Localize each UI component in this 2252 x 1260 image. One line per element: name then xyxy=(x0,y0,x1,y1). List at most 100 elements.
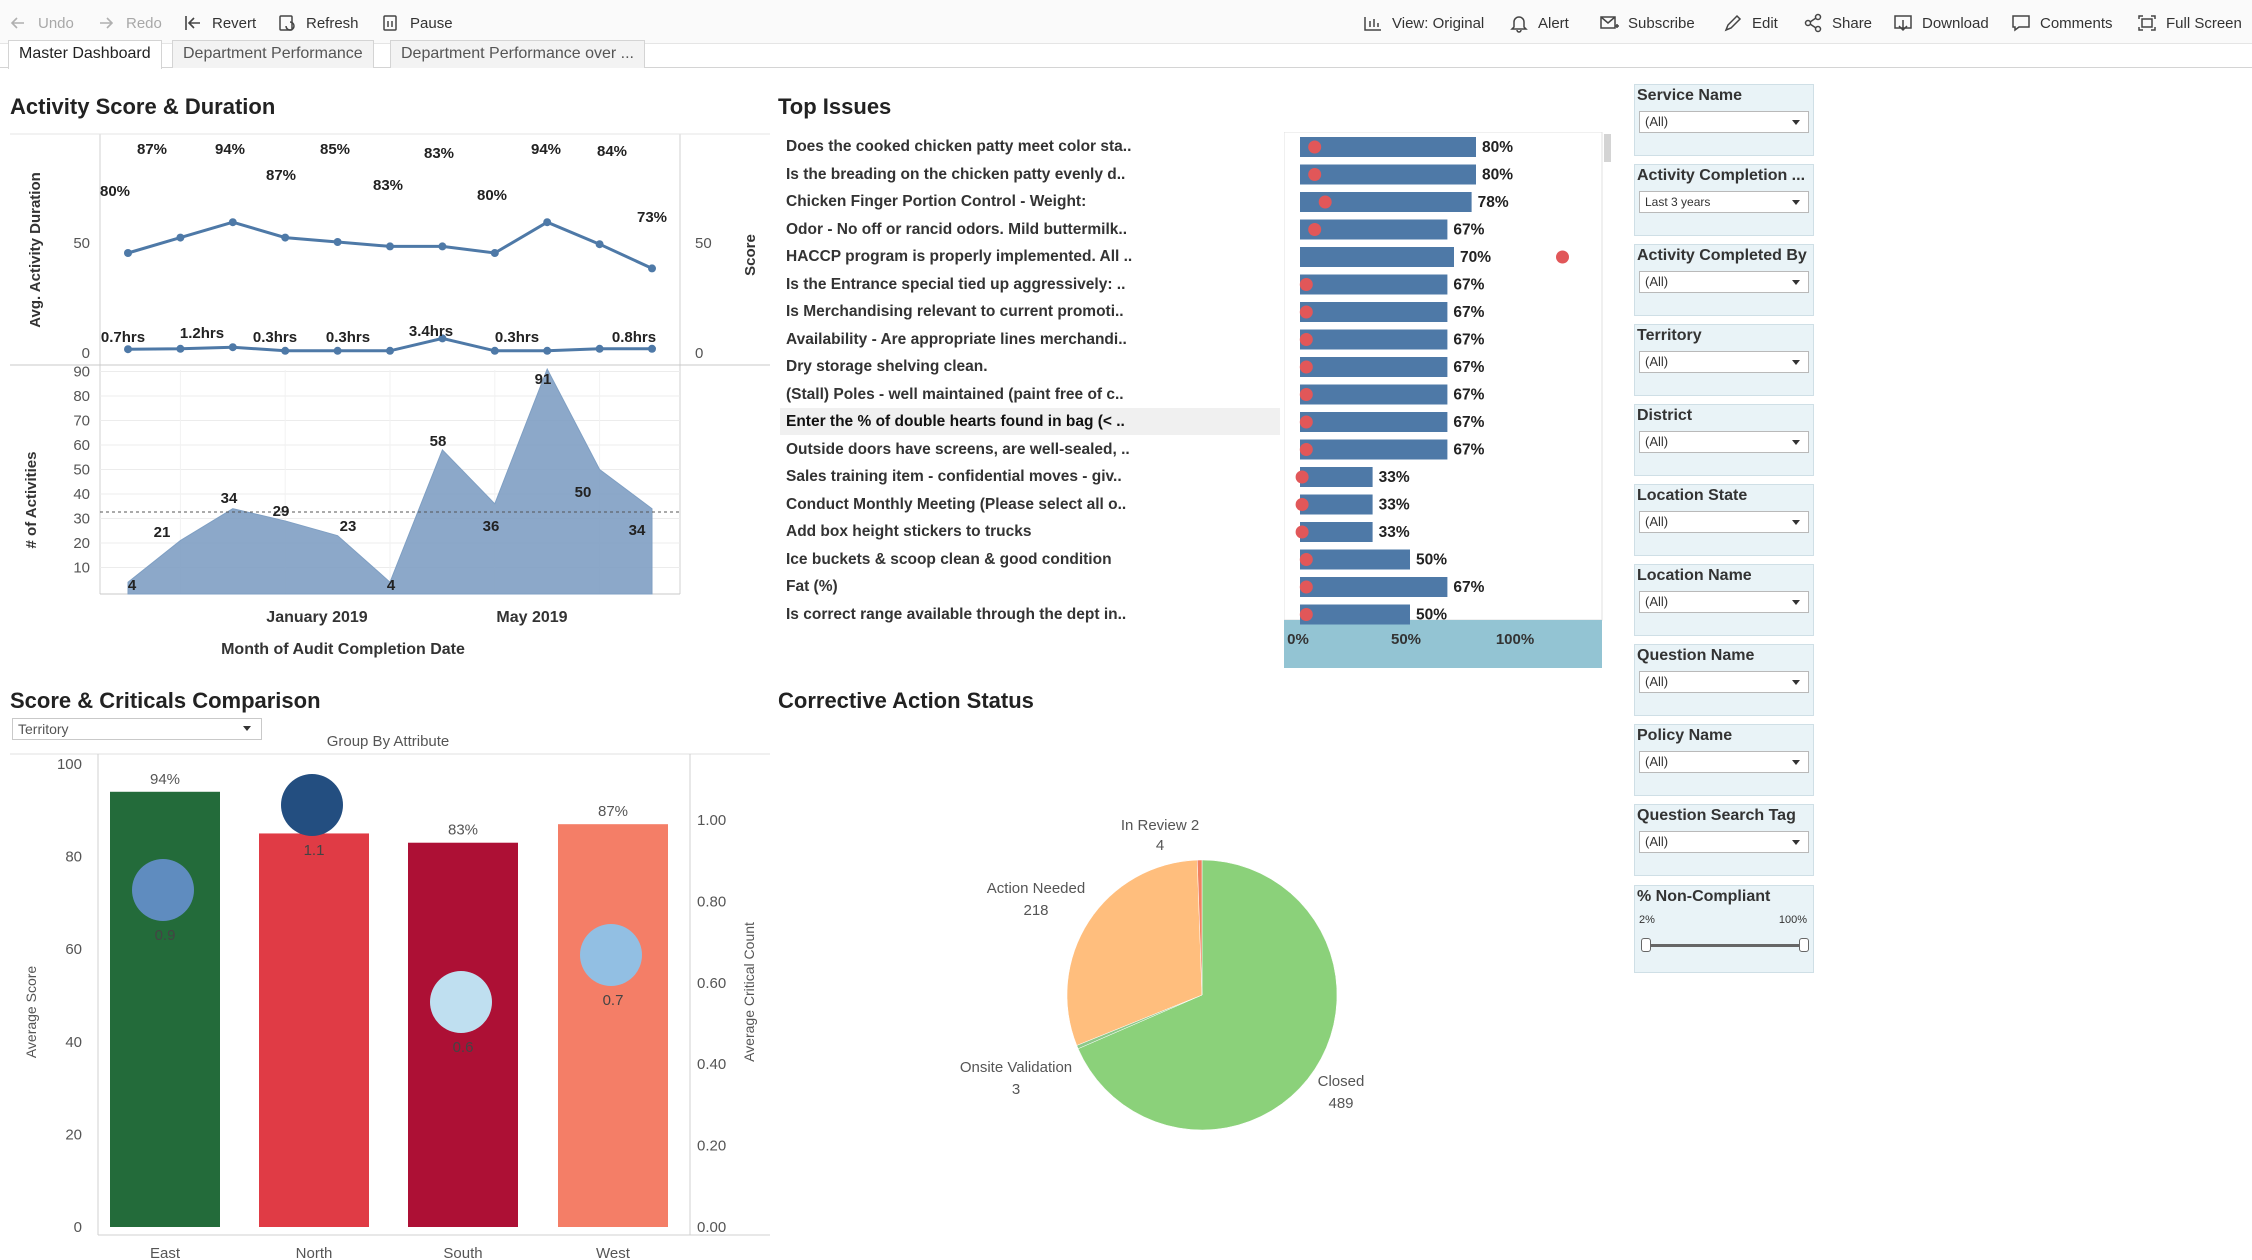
pause-button[interactable]: Pause xyxy=(380,11,453,35)
issue-label[interactable]: Sales training item - confidential moves… xyxy=(786,468,1122,485)
filter-dropdown[interactable]: (All) xyxy=(1639,591,1809,613)
issue-dot[interactable] xyxy=(1295,470,1309,484)
issue-label[interactable]: Chicken Finger Portion Control - Weight: xyxy=(786,193,1087,210)
issue-label[interactable]: Does the cooked chicken patty meet color… xyxy=(786,138,1132,155)
filter-dropdown[interactable]: (All) xyxy=(1639,271,1809,293)
critical-bubble[interactable] xyxy=(132,859,194,921)
issue-label[interactable]: Is the Entrance special tied up aggressi… xyxy=(786,275,1126,293)
issue-bar[interactable] xyxy=(1300,137,1476,157)
issue-label[interactable]: Fat (%) xyxy=(786,578,838,595)
duration-point[interactable] xyxy=(490,346,499,355)
issue-bar[interactable] xyxy=(1300,329,1448,350)
issue-dot[interactable] xyxy=(1299,360,1313,374)
issue-dot[interactable] xyxy=(1299,333,1313,346)
pie-slice[interactable] xyxy=(1077,859,1338,1131)
issue-bar[interactable] xyxy=(1300,604,1410,625)
score-bar[interactable] xyxy=(259,833,369,1227)
filter-dropdown[interactable]: (All) xyxy=(1639,351,1809,373)
refresh-button[interactable]: Refresh xyxy=(276,11,359,35)
critical-bubble[interactable] xyxy=(430,971,492,1033)
issue-dot[interactable] xyxy=(1299,608,1313,621)
issue-dot[interactable] xyxy=(1295,498,1309,511)
group-by-dropdown[interactable]: Territory xyxy=(12,718,262,740)
filter-dropdown[interactable]: (All) xyxy=(1639,111,1809,133)
download-button[interactable]: Download xyxy=(1892,11,1989,35)
filter-dropdown[interactable]: (All) xyxy=(1639,511,1809,533)
issue-dot[interactable] xyxy=(1556,250,1569,264)
fullscreen-button[interactable]: Full Screen xyxy=(2136,11,2242,35)
issue-label[interactable]: Dry storage shelving clean. xyxy=(786,358,988,375)
issue-bar[interactable] xyxy=(1300,549,1410,570)
issue-label[interactable]: Availability - Are appropriate lines mer… xyxy=(786,330,1127,348)
issue-bar[interactable] xyxy=(1300,192,1472,212)
subscribe-button[interactable]: Subscribe xyxy=(1598,11,1695,35)
issue-bar[interactable] xyxy=(1300,577,1448,597)
issue-dot[interactable] xyxy=(1318,195,1332,209)
duration-point[interactable] xyxy=(595,344,604,353)
score-point[interactable] xyxy=(543,218,552,227)
undo-button[interactable]: Undo xyxy=(8,11,74,35)
issue-dot[interactable] xyxy=(1299,443,1313,456)
issue-dot[interactable] xyxy=(1295,525,1309,539)
score-point[interactable] xyxy=(386,242,394,251)
issue-dot[interactable] xyxy=(1308,223,1322,236)
issue-label[interactable]: Enter the % of double hearts found in ba… xyxy=(780,408,1280,435)
noncompliant-max-handle[interactable] xyxy=(1799,938,1809,952)
issue-bar[interactable] xyxy=(1300,467,1373,487)
issue-dot[interactable] xyxy=(1299,580,1313,594)
duration-point[interactable] xyxy=(386,346,394,355)
issue-label[interactable]: (Stall) Poles - well maintained (paint f… xyxy=(786,385,1124,403)
score-point[interactable] xyxy=(124,249,132,257)
issue-label[interactable]: Is Merchandising relevant to current pro… xyxy=(786,303,1124,320)
view-original-button[interactable]: View: Original xyxy=(1362,11,1484,35)
issue-dot[interactable] xyxy=(1299,553,1313,566)
critical-bubble[interactable] xyxy=(281,774,343,836)
issue-label[interactable]: Odor - No off or rancid odors. Mild butt… xyxy=(786,220,1127,238)
filter-dropdown[interactable]: (All) xyxy=(1639,671,1809,693)
filter-dropdown[interactable]: Last 3 years xyxy=(1639,191,1809,213)
issue-dot[interactable] xyxy=(1299,415,1313,429)
issue-bar[interactable] xyxy=(1300,522,1373,542)
score-point[interactable] xyxy=(490,249,499,257)
score-point[interactable] xyxy=(333,238,342,246)
tab-department-performance[interactable]: Department Performance xyxy=(172,40,374,68)
filter-dropdown[interactable]: (All) xyxy=(1639,431,1809,453)
issue-dot[interactable] xyxy=(1308,140,1322,154)
issue-label[interactable]: HACCP program is properly implemented. A… xyxy=(786,248,1133,265)
issue-bar[interactable] xyxy=(1300,412,1448,432)
duration-point[interactable] xyxy=(648,344,656,353)
score-bar[interactable] xyxy=(110,791,220,1227)
duration-point[interactable] xyxy=(438,334,447,343)
score-point[interactable] xyxy=(176,233,185,242)
redo-button[interactable]: Redo xyxy=(96,11,162,35)
issue-bar[interactable] xyxy=(1300,164,1476,185)
issue-bar[interactable] xyxy=(1300,384,1448,405)
issue-bar[interactable] xyxy=(1300,219,1448,240)
issue-label[interactable]: Add box height stickers to trucks xyxy=(786,523,1032,540)
duration-point[interactable] xyxy=(228,343,237,352)
comments-button[interactable]: Comments xyxy=(2010,11,2113,35)
edit-button[interactable]: Edit xyxy=(1722,11,1778,35)
score-point[interactable] xyxy=(648,264,656,273)
issue-label[interactable]: Outside doors have screens, are well-sea… xyxy=(786,440,1130,458)
issue-bar[interactable] xyxy=(1300,274,1448,295)
tab-master-dashboard[interactable]: Master Dashboard xyxy=(8,40,162,69)
issue-label[interactable]: Ice buckets & scoop clean & good conditi… xyxy=(786,550,1112,568)
issue-label[interactable]: Conduct Monthly Meeting (Please select a… xyxy=(786,495,1127,513)
duration-point[interactable] xyxy=(281,346,290,355)
issue-label[interactable]: Is the breading on the chicken patty eve… xyxy=(786,165,1126,183)
score-point[interactable] xyxy=(281,233,290,242)
pie-slice[interactable] xyxy=(1066,859,1203,1046)
issue-dot[interactable] xyxy=(1308,168,1322,181)
issue-bar[interactable] xyxy=(1300,439,1448,460)
duration-point[interactable] xyxy=(176,344,185,353)
duration-point[interactable] xyxy=(124,345,132,354)
issue-bar[interactable] xyxy=(1300,494,1373,515)
revert-button[interactable]: Revert xyxy=(182,11,256,35)
issue-bar[interactable] xyxy=(1300,302,1448,322)
issue-bar[interactable] xyxy=(1300,357,1448,377)
issue-dot[interactable] xyxy=(1299,305,1313,319)
score-bar[interactable] xyxy=(408,842,518,1227)
critical-bubble[interactable] xyxy=(580,924,642,986)
tab-department-performance-over-time[interactable]: Department Performance over ... xyxy=(390,40,645,68)
